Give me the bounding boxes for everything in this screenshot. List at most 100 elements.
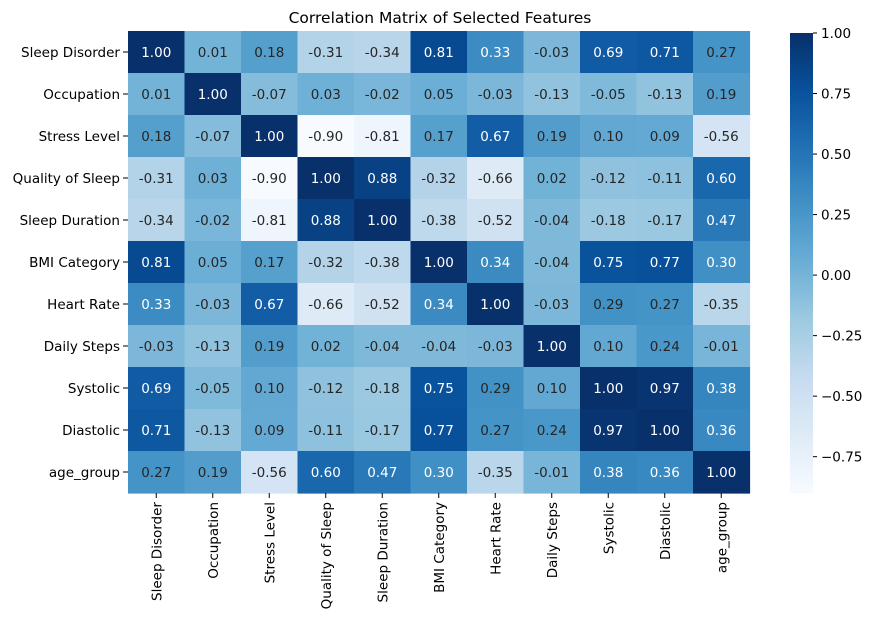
cell-value-label: 0.30	[424, 465, 454, 481]
cell-value-label: -0.02	[365, 87, 400, 103]
cell-value-label: 0.81	[424, 45, 454, 61]
cell-value-label: -0.01	[534, 465, 569, 481]
heatmap-cell	[523, 241, 581, 284]
heatmap-cell	[354, 241, 412, 284]
cell-value-label: -0.18	[365, 381, 400, 397]
heatmap-cell	[297, 115, 355, 158]
heatmap-cell	[410, 73, 468, 116]
cell-value-label: 1.00	[537, 339, 567, 355]
cell-value-label: -0.13	[647, 87, 682, 103]
heatmap-cell	[128, 367, 186, 410]
cell-value-label: 0.34	[480, 255, 510, 271]
row-label: Stress Level	[39, 129, 120, 145]
cell-value-label: 0.19	[706, 87, 736, 103]
cell-value-label: -0.11	[308, 423, 343, 439]
heatmap-cell	[693, 241, 751, 284]
heatmap-cell	[410, 367, 468, 410]
column-label: Sleep Duration	[375, 502, 391, 602]
cell-value-label: -0.81	[252, 213, 287, 229]
cell-value-label: 1.00	[593, 381, 623, 397]
cell-value-label: 0.71	[141, 423, 171, 439]
colorbar-tick-label: 1.00	[821, 26, 851, 42]
cell-value-label: -0.32	[421, 171, 456, 187]
heatmap-cell	[128, 283, 186, 326]
cell-value-label: 0.05	[424, 87, 454, 103]
cell-value-label: -0.01	[704, 339, 739, 355]
cell-value-label: 0.09	[254, 423, 284, 439]
cell-value-label: 0.67	[254, 297, 284, 313]
heatmap-cell	[128, 115, 186, 158]
heatmap-cell	[693, 31, 751, 74]
column-labels: Sleep Disorder Occupation Stress Level Qual…	[149, 493, 730, 609]
cell-value-label: -0.56	[704, 129, 739, 145]
heatmap-cell	[467, 199, 525, 242]
heatmap-cell	[467, 157, 525, 200]
heatmap-cell	[580, 157, 638, 200]
cell-value-label: 0.77	[424, 423, 454, 439]
cell-value-label: -0.07	[195, 129, 230, 145]
column-label: age_group	[714, 502, 730, 573]
row-label: Systolic	[68, 381, 120, 397]
cell-value-label: 0.36	[650, 465, 680, 481]
cell-value-label: 0.33	[480, 45, 510, 61]
heatmap-cell	[636, 451, 694, 494]
cell-value-label: -0.56	[252, 465, 287, 481]
cell-value-label: 0.81	[141, 255, 171, 271]
cell-value-label: -0.66	[308, 297, 343, 313]
cell-value-label: 0.02	[311, 339, 341, 355]
heatmap-cell	[184, 283, 242, 326]
cell-value-label: 0.75	[593, 255, 623, 271]
heatmap-cell	[354, 115, 412, 158]
heatmap-cell	[693, 367, 751, 410]
cell-value-label: 0.97	[593, 423, 623, 439]
cell-value-label: 0.88	[367, 171, 397, 187]
cell-value-label: -0.13	[195, 339, 230, 355]
heatmap-cell	[297, 409, 355, 452]
heatmap-cell	[410, 199, 468, 242]
cell-value-label: -0.18	[591, 213, 626, 229]
heatmap-cell	[523, 31, 581, 74]
row-label: Daily Steps	[44, 339, 120, 355]
heatmap-cell	[580, 73, 638, 116]
heatmap-cell	[354, 157, 412, 200]
heatmap-cell	[184, 157, 242, 200]
cell-value-label: 0.36	[706, 423, 736, 439]
row-label: Heart Rate	[47, 297, 120, 313]
row-label: Diastolic	[62, 423, 120, 439]
heatmap-cell	[523, 325, 581, 368]
heatmap-cell	[467, 451, 525, 494]
heatmap-cell	[184, 73, 242, 116]
cell-value-label: -0.03	[139, 339, 174, 355]
heatmap-cell	[523, 115, 581, 158]
cell-value-label: -0.38	[365, 255, 400, 271]
heatmap-cell	[184, 115, 242, 158]
heatmap-cell	[297, 283, 355, 326]
cell-value-label: 0.88	[311, 213, 341, 229]
heatmap-cell	[580, 31, 638, 74]
heatmap-cell	[184, 409, 242, 452]
cell-value-label: 0.17	[254, 255, 284, 271]
heatmap-cell	[128, 73, 186, 116]
cell-value-label: 0.38	[706, 381, 736, 397]
heatmap-cell	[184, 451, 242, 494]
heatmap-cell	[580, 409, 638, 452]
heatmap-cell	[523, 283, 581, 326]
heatmap-cell	[580, 325, 638, 368]
cell-value-label: 0.05	[198, 255, 228, 271]
cell-value-label: -0.81	[365, 129, 400, 145]
cell-value-label: 0.03	[311, 87, 341, 103]
column-label: Daily Steps	[545, 502, 561, 578]
heatmap-cell	[693, 409, 751, 452]
heatmap-cell	[128, 241, 186, 284]
heatmap-cell	[580, 283, 638, 326]
cell-value-label: 0.02	[537, 171, 567, 187]
column-label: Stress Level	[262, 502, 278, 583]
colorbar-tick-label: 0.00	[821, 268, 851, 284]
heatmap-cell	[241, 283, 299, 326]
colorbar-gradient	[790, 33, 813, 493]
cell-value-label: -0.11	[647, 171, 682, 187]
heatmap-cell	[580, 115, 638, 158]
heatmap-cell	[693, 157, 751, 200]
heatmap-cell	[636, 283, 694, 326]
